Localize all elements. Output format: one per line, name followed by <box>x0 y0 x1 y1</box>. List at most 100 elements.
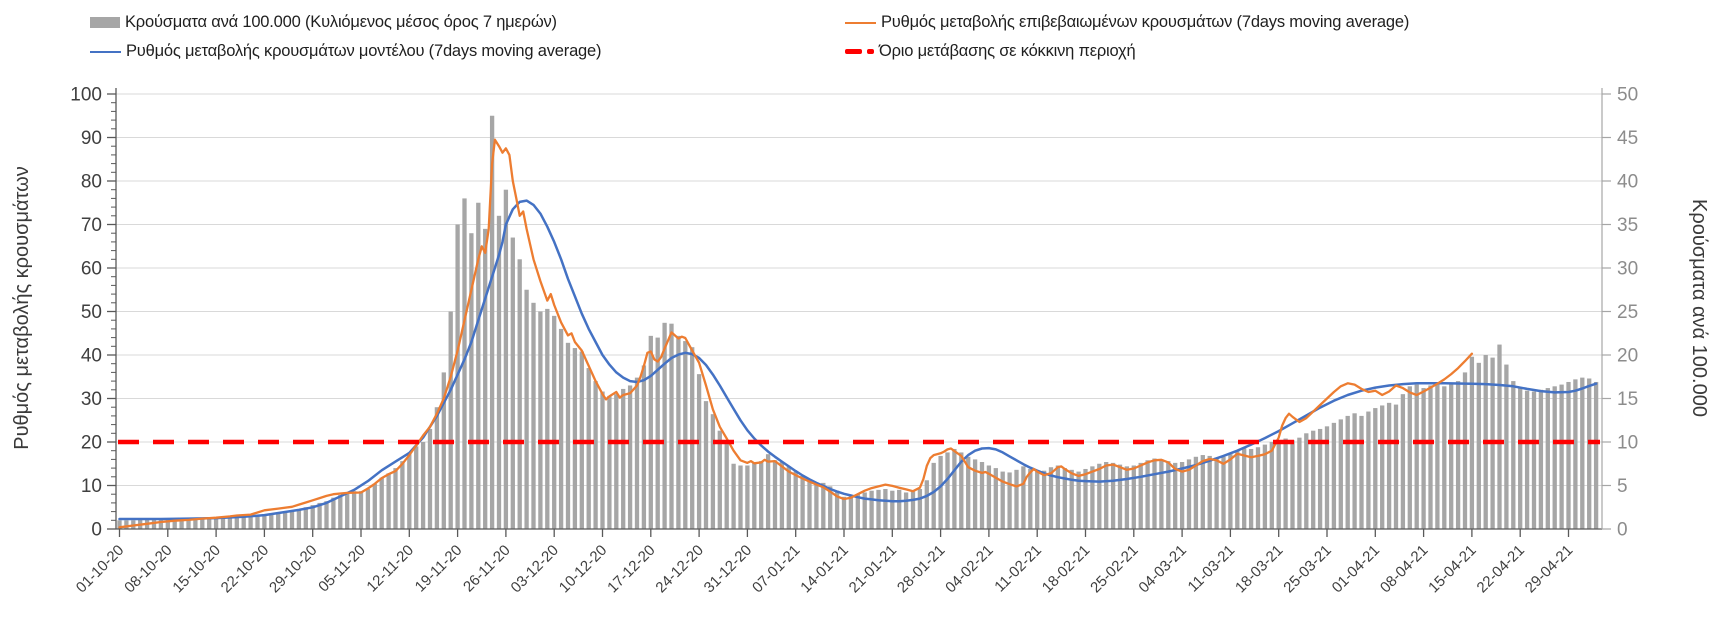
bar <box>1276 440 1281 529</box>
bar <box>917 488 923 529</box>
x-tick-label: 15-04-21 <box>1425 542 1479 596</box>
bar <box>1104 462 1109 529</box>
y-left-tick-label: 60 <box>81 259 102 280</box>
bar <box>848 495 854 529</box>
bar <box>524 289 529 529</box>
bar <box>1580 377 1585 529</box>
x-tick-label: 14-01-21 <box>797 542 851 596</box>
bar <box>772 460 778 529</box>
x-tick-label: 08-10-20 <box>121 542 175 596</box>
bar <box>227 517 233 529</box>
bar <box>1435 382 1440 529</box>
bar <box>586 368 591 529</box>
y-left-tick-label: 20 <box>81 433 102 454</box>
bar <box>1545 388 1550 529</box>
bar <box>1511 381 1516 529</box>
y-left-tick-label: 10 <box>81 476 102 497</box>
bar <box>496 215 502 530</box>
x-tick-label: 10-12-20 <box>556 542 610 596</box>
bar <box>1007 472 1012 529</box>
bar <box>1221 456 1226 529</box>
bar <box>241 516 246 529</box>
bar <box>1124 466 1130 529</box>
bar <box>993 468 998 529</box>
legend-item-cases-per-100k: Κρούσματα ανά 100.000 (Κυλιόμενος μέσος … <box>90 13 557 32</box>
legend-label: Ρυθμός μεταβολής κρουσμάτων μοντέλου (7d… <box>126 42 602 60</box>
bar <box>1014 469 1019 529</box>
bar <box>1573 379 1578 529</box>
bar <box>1442 386 1447 529</box>
x-tick-label: 11-03-21 <box>1185 542 1239 596</box>
orange-line-swatch-icon <box>845 21 876 24</box>
bar <box>1352 413 1357 529</box>
bar <box>1380 405 1385 529</box>
bar <box>469 233 474 529</box>
bar <box>1159 459 1164 529</box>
bar <box>434 407 440 529</box>
bar <box>717 430 722 529</box>
bar <box>372 483 377 529</box>
bar <box>986 465 992 529</box>
bar <box>1138 462 1143 529</box>
bar <box>1214 457 1219 529</box>
bar <box>1228 454 1233 529</box>
bar <box>186 519 191 529</box>
bar <box>710 414 716 529</box>
bar <box>1331 422 1337 529</box>
bar <box>1462 372 1468 529</box>
bar <box>876 489 881 529</box>
bar <box>262 515 267 529</box>
bar-swatch-icon <box>90 17 120 28</box>
bar <box>1428 385 1433 529</box>
bar <box>1235 450 1240 529</box>
bar <box>1000 471 1005 529</box>
bar <box>1283 438 1288 529</box>
bar <box>1497 344 1502 529</box>
bar <box>1311 430 1316 529</box>
x-tick-label: 08-04-21 <box>1377 542 1431 596</box>
y-left-tick-label: 100 <box>70 85 102 106</box>
x-tick-label: 01-10-20 <box>73 542 127 596</box>
bar <box>172 519 177 529</box>
bar <box>600 391 605 529</box>
legend-item-confirmed-rate: Ρυθμός μεταβολής επιβεβαιωμένων κρουσμάτ… <box>845 13 1409 32</box>
y-left-tick-label: 70 <box>81 215 102 236</box>
bar <box>1290 440 1295 529</box>
bar <box>1097 463 1102 529</box>
bar <box>1455 381 1461 529</box>
bar <box>365 488 371 529</box>
bar <box>1393 404 1399 529</box>
bar <box>1297 437 1302 529</box>
y-right-tick-label: 30 <box>1617 259 1638 280</box>
bar <box>1090 466 1095 529</box>
x-tick-label: 31-12-20 <box>701 542 755 596</box>
bar <box>441 372 446 529</box>
right-axis-title: Κρούσματα ανά 100.000 <box>1688 199 1710 417</box>
bar <box>897 489 902 529</box>
bar <box>683 341 688 529</box>
bar <box>1531 391 1537 529</box>
bar <box>966 456 971 529</box>
bar <box>1469 356 1475 529</box>
bar <box>510 237 515 530</box>
bar <box>1242 448 1247 529</box>
bar <box>676 335 681 529</box>
bar <box>738 465 743 529</box>
bar <box>220 518 226 529</box>
bar <box>1587 378 1592 529</box>
blue-line-swatch-icon <box>90 50 121 53</box>
bar <box>234 516 239 529</box>
bar <box>855 494 860 529</box>
bar <box>828 486 833 529</box>
x-tick-label: 15-10-20 <box>169 542 223 596</box>
bar <box>476 202 481 529</box>
bar <box>1117 464 1123 529</box>
x-tick-label: 22-04-21 <box>1474 542 1528 596</box>
bar <box>358 491 364 529</box>
bar <box>1559 384 1564 529</box>
x-tick-label: 12-11-20 <box>363 542 417 596</box>
bar <box>386 473 391 529</box>
x-tick-label: 21-01-21 <box>846 542 900 596</box>
bar <box>489 115 495 529</box>
y-left-tick-label: 50 <box>81 302 102 323</box>
